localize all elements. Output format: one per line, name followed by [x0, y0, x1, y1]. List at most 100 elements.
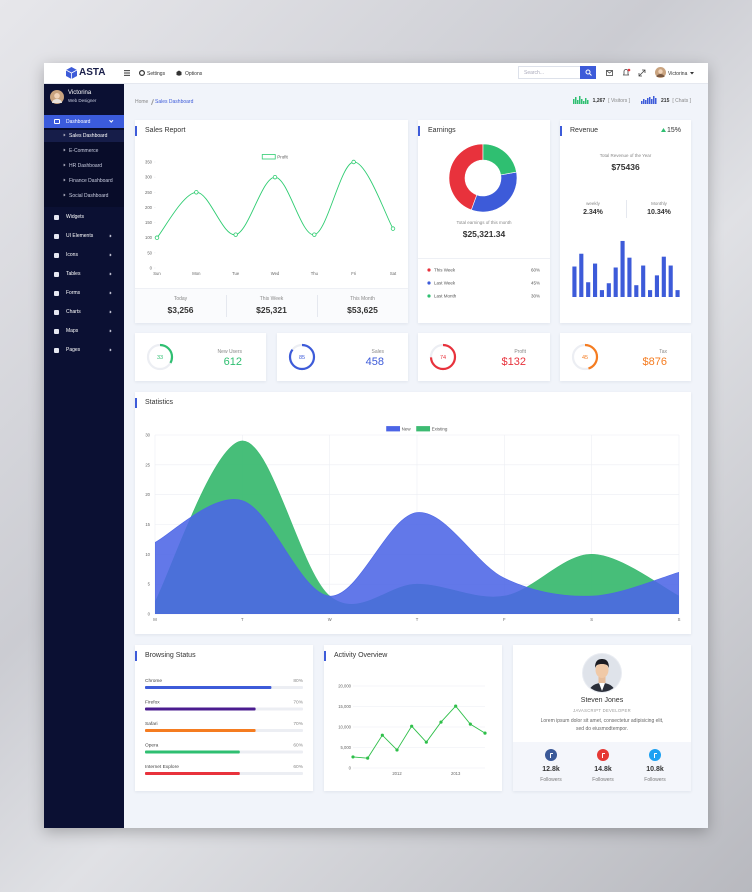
search-box[interactable]: Search...	[518, 66, 580, 79]
bar	[675, 290, 680, 297]
y-tick-label: 15,000	[338, 704, 351, 709]
submenu-item[interactable]: HR Dashboard	[69, 162, 103, 169]
nav-icon	[54, 119, 60, 124]
nav-icon	[54, 328, 59, 334]
bar	[599, 290, 604, 297]
user-name[interactable]: Victorina	[668, 71, 688, 77]
bar	[648, 290, 653, 297]
sales-chart: 0 50 100 150 200 250 300 350 Sun Mon Tue Wed Thu Fri S…	[145, 154, 397, 276]
bar	[613, 267, 618, 297]
x-tick-label: W	[328, 617, 332, 622]
y-tick-label: 50	[147, 250, 152, 255]
profile-name: Steven Jones	[580, 697, 624, 704]
submenu-item[interactable]: Sales Dashboard	[69, 132, 108, 139]
social-icon[interactable]	[597, 749, 609, 761]
nav-item[interactable]: UI Elements	[66, 233, 94, 239]
bar	[593, 263, 598, 297]
kpi-card: 74 Profit $132	[418, 333, 550, 381]
point	[468, 722, 472, 726]
social-icon[interactable]	[649, 749, 661, 761]
kpi-label: New Users	[217, 349, 242, 355]
period-label: weekly	[586, 201, 600, 206]
y-tick-label: 5	[148, 582, 151, 587]
revenue-chart	[572, 240, 680, 297]
social-label: Followers	[592, 777, 614, 783]
kpi-ring: 33	[146, 343, 174, 371]
nav-link[interactable]: Settings	[147, 71, 166, 77]
browsing-card: Chrome 80% Firefox 70% Safari 70% Opera 60% Inte…	[135, 645, 313, 791]
earnings-card: This Week 60% Last Week 45% Last Month 30% Ea…	[418, 120, 550, 323]
donut-segment	[482, 143, 517, 176]
progress-value: 70%	[293, 700, 303, 706]
submenu-item[interactable]: E-Commerce	[69, 147, 99, 154]
progress-value: 60%	[293, 764, 303, 770]
progress-bar	[145, 686, 272, 689]
nav-item[interactable]: Tables	[66, 271, 81, 277]
revenue-total: $75436	[611, 162, 640, 172]
divider	[418, 258, 550, 259]
bell-icon[interactable]	[622, 68, 631, 77]
nav-item[interactable]: Charts	[66, 309, 81, 315]
submenu-item[interactable]: Finance Dashboard	[69, 177, 113, 184]
nav-link[interactable]: Options	[185, 71, 203, 77]
mail-icon[interactable]	[606, 70, 614, 77]
legend-label: Existing	[432, 427, 448, 432]
kpi-ring: 74	[429, 343, 457, 371]
nav-chevron	[108, 291, 112, 295]
social-count: 12.8k	[542, 766, 560, 773]
user-avatar[interactable]	[655, 67, 666, 78]
point	[390, 226, 396, 231]
social-glyph	[601, 752, 605, 758]
x-tick-label: Thu	[311, 271, 319, 276]
point	[410, 724, 414, 728]
bar	[654, 275, 659, 297]
progress-bar	[145, 772, 240, 775]
nav-chevron	[108, 253, 112, 257]
ring-progress	[146, 343, 174, 371]
kpi-value: $132	[501, 356, 526, 368]
y-tick-label: 10,000	[338, 725, 351, 730]
sidebar: Victorina Web Designer Dashboard Sales Da…	[44, 84, 124, 828]
period-value: 2.34%	[583, 209, 603, 216]
revenue-card: Revenue 15% Total Revenue of the Year $7…	[559, 120, 691, 323]
legend: New Existing	[386, 426, 448, 432]
ring-progress	[571, 343, 599, 371]
summary-value: $53,625	[347, 305, 378, 315]
nav-item-active[interactable]: Dashboard	[44, 115, 124, 128]
revenue-change: 15%	[667, 126, 682, 134]
social-label: Followers	[644, 777, 666, 783]
nav-item[interactable]: Icons	[66, 252, 78, 258]
submenu-item[interactable]: Social Dashboard	[69, 192, 109, 199]
social-strip: 12.8k Followers 14.8k Followers 10.8k Followe…	[513, 742, 691, 791]
point	[351, 159, 356, 165]
search-placeholder: Search...	[524, 70, 545, 76]
y-tick-label: 350	[145, 160, 153, 165]
social-icon[interactable]	[545, 749, 557, 761]
nav-item[interactable]: Forms	[66, 290, 81, 296]
kpi-card: 33 New Users 612	[135, 333, 266, 381]
legend-dot	[427, 294, 431, 298]
nav-item[interactable]: Widgets	[66, 214, 85, 220]
profile-bio: Lorem ipsum dolor sit amet, consectetur …	[540, 718, 664, 732]
breadcrumb-home[interactable]: Home	[135, 99, 149, 105]
social-glyph	[653, 752, 657, 758]
sales-summary: Today $3,256 This Week $25,321 This Month $53…	[135, 288, 408, 323]
nav-chevron	[108, 234, 112, 238]
progress-bar	[145, 750, 240, 754]
brand: ASTA	[79, 67, 106, 78]
bar	[620, 240, 625, 297]
ring-progress	[429, 343, 457, 371]
nav-icon	[54, 214, 59, 220]
statistics-card: 0 5 10 15 20 25 30 M T W T F S S New Existing Statistic…	[134, 392, 691, 634]
legend-swatch	[416, 426, 431, 432]
menu-icon[interactable]	[124, 70, 130, 76]
expand-icon[interactable]	[638, 69, 646, 77]
nav-item[interactable]: Maps	[66, 328, 79, 334]
nav-label: Dashboard	[66, 118, 91, 125]
nav-item[interactable]: Pages	[66, 347, 81, 353]
progress-value: 70%	[293, 721, 303, 727]
social-glyph	[549, 752, 553, 758]
kpi-label: Sales	[371, 349, 384, 355]
search-button[interactable]	[580, 66, 596, 79]
nav-icon	[54, 233, 59, 239]
